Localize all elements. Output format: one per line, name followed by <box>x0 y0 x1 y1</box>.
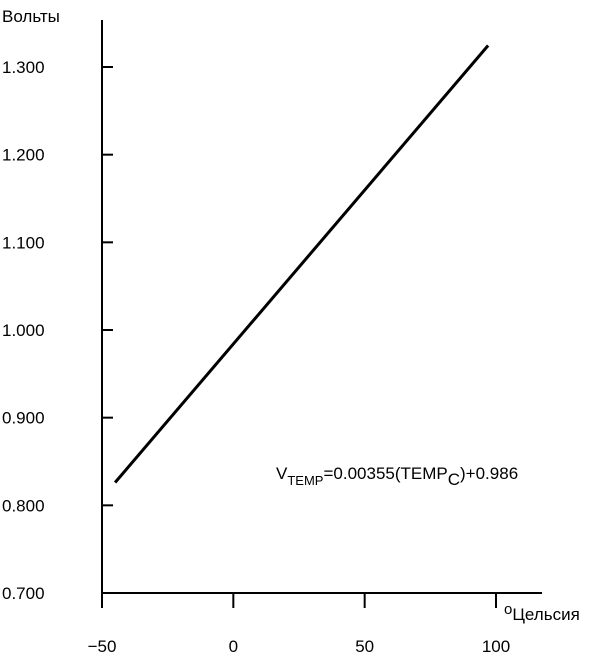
eq-v-sub: TEMP <box>287 473 323 488</box>
y-tick-label: 0.900 <box>2 409 45 428</box>
degree-symbol: o <box>504 601 512 618</box>
y-axis-title: Вольты <box>2 7 60 26</box>
series <box>113 44 490 484</box>
equation-annotation: VTEMP=0.00355(TEMPC)+0.986 <box>276 464 518 489</box>
y-ticks: 0.700 0.800 0.900 1.000 1.100 1.200 1.300 <box>2 58 113 603</box>
x-tick-label: 0 <box>229 637 238 656</box>
x-tick-label: 50 <box>355 637 374 656</box>
series-line <box>113 44 490 484</box>
y-tick-label: 1.000 <box>2 321 45 340</box>
y-tick-label: 0.800 <box>2 496 45 515</box>
y-tick-label: 1.200 <box>2 146 45 165</box>
y-tick-label: 0.700 <box>2 584 45 603</box>
eq-v: V <box>276 464 288 483</box>
y-tick-label: 1.300 <box>2 58 45 77</box>
eq-middle: =0.00355(TEMP <box>323 464 447 483</box>
eq-end: )+0.986 <box>460 464 518 483</box>
x-tick-label: −50 <box>88 637 117 656</box>
x-tick-label: 100 <box>482 637 510 656</box>
y-tick-label: 1.100 <box>2 233 45 252</box>
eq-c-sub: C <box>448 470 460 489</box>
x-ticks: −50 0 50 100 <box>88 593 510 656</box>
x-axis-title: oЦельсия <box>504 601 580 624</box>
x-axis-title-text: Цельсия <box>512 605 579 624</box>
